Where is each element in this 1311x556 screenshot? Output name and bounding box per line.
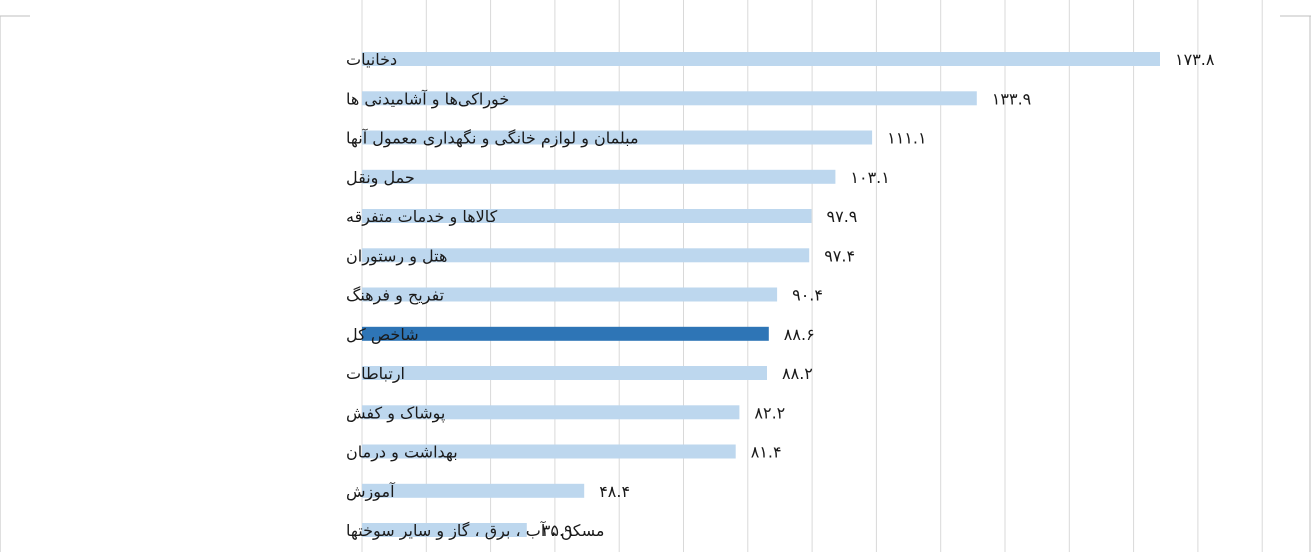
category-label: آموزش: [346, 482, 396, 502]
bar: [362, 287, 778, 302]
bar: [362, 483, 585, 498]
category-labels: دخانیات خوراکی‌ها و آشامیدنی ها مبلمان و ل…: [346, 50, 639, 541]
bar: [362, 169, 836, 184]
value-label: ۹۷.۴: [824, 246, 855, 265]
category-label: مسکن ، آب ، برق ، گاز و سایر سوختها: [346, 521, 604, 541]
value-label: ۴۸.۴: [599, 482, 630, 501]
category-label: پوشاک و کفش: [346, 403, 445, 423]
bar: [362, 130, 873, 145]
category-label: مبلمان و لوازم خانگی و نگهداری معمول آنه…: [346, 129, 639, 149]
category-label: ارتباطات: [346, 364, 405, 384]
bar: [362, 523, 527, 537]
category-label: هتل و رستوران: [346, 246, 447, 266]
category-label: دخانیات: [346, 50, 397, 69]
category-label: حمل ونقل: [346, 168, 415, 188]
bar: [362, 209, 812, 223]
category-label: کالاها و خدمات متفرقه: [346, 207, 498, 227]
value-label: ۹۷.۹: [827, 207, 858, 226]
bar-highlighted: [362, 326, 769, 341]
value-label: ۸۸.۶: [784, 325, 815, 344]
bar: [362, 444, 736, 459]
category-label: شاخص کل: [346, 325, 419, 345]
bar: [362, 52, 1160, 66]
value-label: ۸۱.۴: [751, 443, 782, 462]
value-label: ۱۳۳.۹: [992, 89, 1031, 108]
value-label: ۱۱۱.۱: [887, 129, 926, 148]
bar: [362, 405, 740, 420]
bars: [362, 52, 1160, 537]
category-label: بهداشت و درمان: [346, 443, 458, 463]
bar: [362, 91, 977, 106]
category-label: تفریح و فرهنگ: [346, 286, 444, 306]
value-label: ۱۰۳.۱: [850, 168, 889, 187]
value-label: ۹۰.۴: [792, 286, 823, 305]
category-label: خوراکی‌ها و آشامیدنی ها: [346, 89, 509, 109]
value-label: ۱۷۳.۸: [1175, 50, 1215, 69]
value-label: ۸۲.۲: [754, 403, 785, 422]
value-label: ۳۵.۹: [542, 521, 573, 540]
bar: [362, 248, 810, 263]
value-label: ۸۸.۲: [782, 364, 813, 383]
bar: [362, 366, 767, 380]
value-labels: ۱۷۳.۸ ۱۳۳.۹ ۱۱۱.۱ ۱۰۳.۱ ۹۷.۹ ۹۷.۴ ۹۰.۴ ۸۸.۶ ۸۸.۲…: [542, 50, 1215, 540]
